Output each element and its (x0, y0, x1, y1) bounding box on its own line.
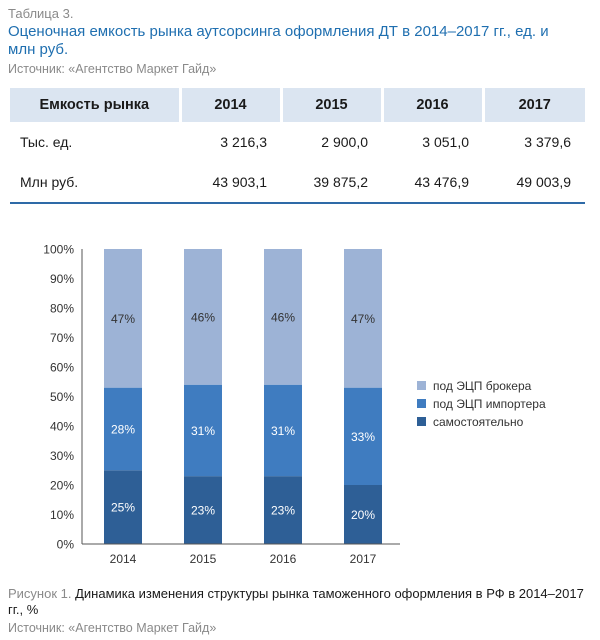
y-tick-label: 10% (50, 508, 74, 522)
y-tick-label: 100% (43, 243, 74, 257)
data-label: 20% (351, 508, 375, 522)
data-label: 31% (191, 424, 215, 438)
y-tick-label: 50% (50, 390, 74, 404)
y-tick-label: 70% (50, 331, 74, 345)
legend-swatch (417, 417, 426, 426)
y-tick-label: 30% (50, 449, 74, 463)
data-label: 31% (271, 424, 295, 438)
data-label: 33% (351, 430, 375, 444)
table-cell: 43 903,1 (180, 162, 281, 204)
figure-caption: Рисунок 1. Динамика изменения структуры … (8, 586, 593, 618)
table-cell: 3 216,3 (220, 134, 267, 150)
x-tick-label: 2014 (110, 552, 137, 566)
x-tick-label: 2016 (270, 552, 297, 566)
x-tick-label: 2015 (190, 552, 217, 566)
data-label: 47% (111, 312, 135, 326)
table-row: Тыс. ед. 3 216,3 2 900,0 3 051,0 3 379,6 (10, 122, 585, 162)
table-source: Источник: «Агентство Маркет Гайд» (8, 62, 217, 76)
bar-segment (344, 249, 382, 388)
figure-caption-text: Динамика изменения структуры рынка тамож… (8, 586, 584, 617)
legend-swatch (417, 381, 426, 390)
y-tick-label: 0% (57, 538, 75, 552)
data-label: 23% (271, 504, 295, 518)
table-title: Оценочная емкость рынка аутсорсинга офор… (8, 23, 549, 58)
table-header-row: Емкость рынка 2014 2015 2016 2017 (10, 88, 585, 122)
bar-segment (184, 249, 222, 385)
table-row: Млн руб. 43 903,1 39 875,2 43 476,9 49 0… (10, 162, 585, 204)
row-label: Тыс. ед. (20, 134, 73, 150)
data-label: 46% (191, 310, 215, 324)
market-structure-chart: 0% 10% 20% 30% 40% 50% 60% 70% 80% 90% 100% 25% 28% 4… (43, 243, 546, 567)
y-tick-label: 80% (50, 302, 74, 316)
data-label: 47% (351, 312, 375, 326)
bar-segment (104, 249, 142, 388)
data-label: 23% (191, 504, 215, 518)
table-caption: Таблица 3. (8, 6, 74, 21)
bar-segment (104, 470, 142, 544)
bar-segment (344, 387, 382, 485)
y-tick-label: 90% (50, 272, 74, 286)
table-cell: 43 476,9 (382, 162, 483, 204)
legend-label: самостоятельно (433, 415, 524, 429)
table-cell: 49 003,9 (483, 162, 585, 204)
data-label: 25% (111, 501, 135, 515)
header-cell: Емкость рынка (10, 88, 182, 122)
header-cell: 2015 (281, 88, 384, 122)
header-cell: 2014 (180, 88, 283, 122)
table-cell: 3 379,6 (524, 134, 571, 150)
bar-segment (264, 384, 302, 477)
bar-segment (344, 485, 382, 544)
bar-segment (184, 476, 222, 544)
table-cell: 3 051,0 (422, 134, 469, 150)
legend-swatch (417, 399, 426, 408)
bar-segment (184, 384, 222, 477)
row-label: Млн руб. (10, 162, 180, 204)
data-label: 46% (271, 310, 295, 324)
y-tick-label: 20% (50, 479, 74, 493)
figure-source: Источник: «Агентство Маркет Гайд» (8, 621, 217, 635)
header-cell: 2016 (382, 88, 485, 122)
data-label: 28% (111, 422, 135, 436)
y-tick-label: 60% (50, 361, 74, 375)
legend-label: под ЭЦП брокера (433, 379, 532, 393)
bar-segment (264, 249, 302, 385)
legend-label: под ЭЦП импортера (433, 397, 546, 411)
header-cell: 2017 (483, 88, 585, 122)
table-cell: 2 900,0 (321, 134, 368, 150)
table-cell: 39 875,2 (281, 162, 382, 204)
y-tick-label: 40% (50, 420, 74, 434)
x-tick-label: 2017 (350, 552, 377, 566)
market-capacity-table: Емкость рынка 2014 2015 2016 2017 Тыс. е… (10, 88, 585, 204)
bar-segment (264, 476, 302, 544)
bar-segment (104, 387, 142, 471)
figure-caption-number: Рисунок 1. (8, 586, 72, 601)
